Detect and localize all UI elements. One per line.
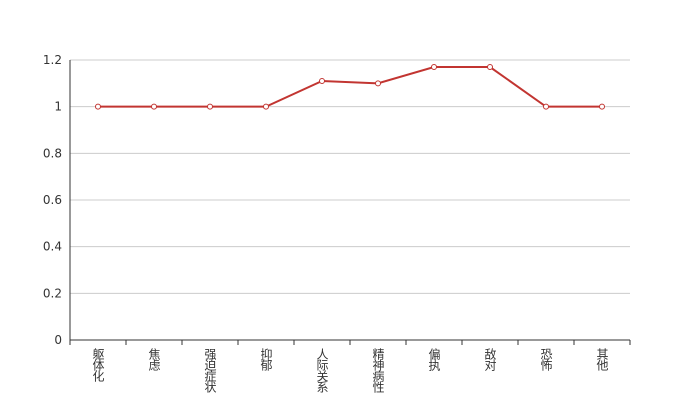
point <box>543 103 549 110</box>
y-tick-label: 0.8 <box>43 146 62 160</box>
y-tick-label: 1.2 <box>43 53 62 67</box>
line <box>98 66 602 108</box>
y-tick-label: 0 <box>54 333 62 347</box>
y-tick-label: 0.2 <box>43 286 62 300</box>
x-tick-label: 恐怖 <box>539 348 553 371</box>
x-tick-label: 抑郁 <box>259 347 273 372</box>
x-tick-label: 敌对 <box>483 347 497 371</box>
x-tick-label: 强迫症状 <box>203 348 217 393</box>
point <box>431 64 437 70</box>
point <box>319 78 325 84</box>
x-tick-label: 人际关系 <box>315 348 329 393</box>
point <box>263 103 269 110</box>
y-tick-label: 1 <box>54 100 62 114</box>
point <box>151 103 157 110</box>
x-tick-label: 偏执 <box>427 347 441 372</box>
x-tick-label: 焦虑 <box>147 348 161 371</box>
x-tick-label: 其他 <box>595 348 609 371</box>
point <box>375 80 381 87</box>
point <box>599 103 605 110</box>
point <box>95 103 101 110</box>
x-tick-label: 精神病性 <box>371 348 385 394</box>
x-tick-label: 躯体化 <box>91 347 105 383</box>
point <box>207 103 213 110</box>
point <box>487 64 493 70</box>
y-tick-label: 0.6 <box>43 193 62 207</box>
y-tick-label: 0.4 <box>43 240 62 254</box>
